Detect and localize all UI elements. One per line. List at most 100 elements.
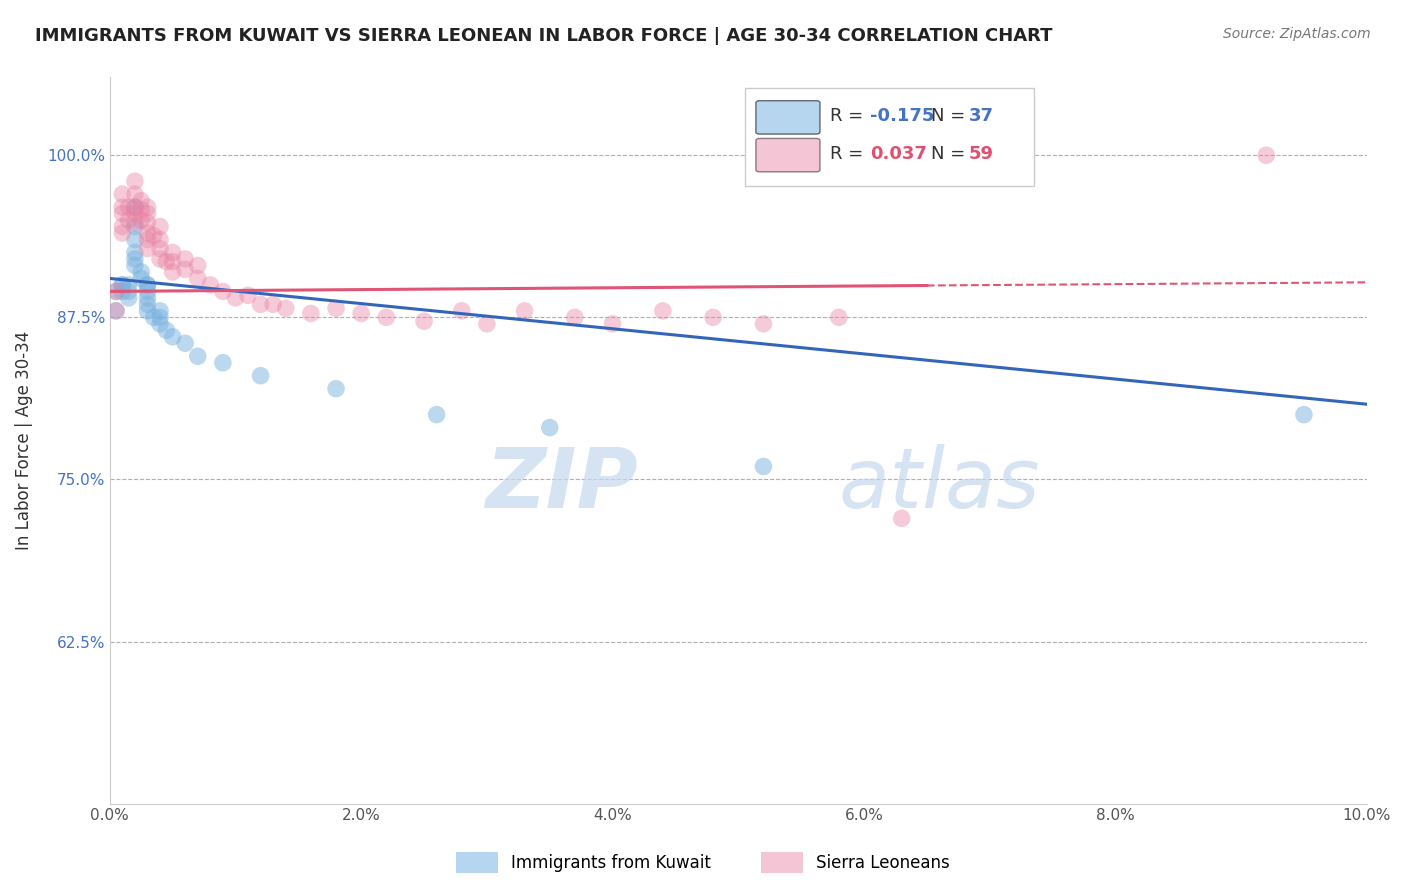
Point — [187, 259, 209, 273]
Point — [136, 216, 159, 230]
Point — [124, 252, 146, 266]
Point — [105, 303, 128, 318]
Point — [136, 285, 159, 299]
Point — [136, 303, 159, 318]
Point — [413, 314, 436, 328]
Text: -0.175: -0.175 — [870, 107, 935, 125]
FancyBboxPatch shape — [745, 88, 1033, 186]
Text: N =: N = — [931, 145, 970, 162]
Point — [200, 277, 222, 292]
Point — [149, 252, 172, 266]
Point — [224, 291, 246, 305]
Point — [513, 303, 536, 318]
Point — [174, 262, 197, 277]
Text: IMMIGRANTS FROM KUWAIT VS SIERRA LEONEAN IN LABOR FORCE | AGE 30-34 CORRELATION : IMMIGRANTS FROM KUWAIT VS SIERRA LEONEAN… — [35, 27, 1053, 45]
Point — [187, 271, 209, 285]
Point — [174, 252, 197, 266]
Point — [249, 297, 271, 311]
Point — [111, 219, 134, 234]
Point — [111, 206, 134, 220]
Point — [149, 303, 172, 318]
Point — [142, 228, 165, 243]
Text: 59: 59 — [969, 145, 993, 162]
Point — [136, 233, 159, 247]
Text: atlas: atlas — [839, 443, 1040, 524]
Text: ZIP: ZIP — [485, 443, 638, 524]
Point — [124, 245, 146, 260]
Point — [124, 259, 146, 273]
Point — [236, 288, 259, 302]
Point — [299, 306, 322, 320]
Point — [129, 202, 152, 217]
Point — [174, 336, 197, 351]
Point — [212, 285, 235, 299]
Point — [1256, 148, 1278, 162]
Point — [136, 277, 159, 292]
Point — [155, 323, 177, 337]
Point — [117, 277, 139, 292]
Text: Source: ZipAtlas.com: Source: ZipAtlas.com — [1223, 27, 1371, 41]
Point — [274, 301, 297, 316]
Point — [129, 265, 152, 279]
Point — [129, 194, 152, 208]
Point — [111, 277, 134, 292]
Point — [325, 301, 347, 316]
Point — [136, 277, 159, 292]
Point — [129, 271, 152, 285]
Text: R =: R = — [830, 145, 869, 162]
Point — [149, 242, 172, 256]
Point — [162, 265, 184, 279]
Point — [828, 310, 851, 325]
Point — [162, 330, 184, 344]
Point — [136, 242, 159, 256]
Point — [124, 174, 146, 188]
Point — [124, 219, 146, 234]
Point — [129, 213, 152, 227]
Point — [262, 297, 284, 311]
Y-axis label: In Labor Force | Age 30-34: In Labor Force | Age 30-34 — [15, 331, 32, 550]
Point — [149, 310, 172, 325]
Point — [651, 303, 673, 318]
Point — [475, 317, 498, 331]
Point — [124, 187, 146, 202]
Point — [350, 306, 373, 320]
Point — [111, 285, 134, 299]
Point — [426, 408, 449, 422]
Legend: Immigrants from Kuwait, Sierra Leoneans: Immigrants from Kuwait, Sierra Leoneans — [450, 846, 956, 880]
Point — [249, 368, 271, 383]
Point — [136, 206, 159, 220]
Point — [136, 200, 159, 214]
Text: 37: 37 — [969, 107, 993, 125]
Point — [124, 200, 146, 214]
Text: N =: N = — [931, 107, 970, 125]
Point — [162, 254, 184, 268]
Point — [105, 285, 128, 299]
Point — [111, 200, 134, 214]
Point — [136, 297, 159, 311]
Point — [602, 317, 624, 331]
Point — [149, 317, 172, 331]
Point — [124, 206, 146, 220]
Point — [117, 200, 139, 214]
Point — [1292, 408, 1315, 422]
Point — [149, 233, 172, 247]
Point — [752, 459, 775, 474]
Point — [105, 303, 128, 318]
Point — [702, 310, 724, 325]
Point — [325, 382, 347, 396]
Point — [117, 285, 139, 299]
FancyBboxPatch shape — [756, 101, 820, 134]
Point — [117, 291, 139, 305]
Point — [111, 277, 134, 292]
Point — [149, 219, 172, 234]
Text: 0.037: 0.037 — [870, 145, 927, 162]
Point — [890, 511, 912, 525]
Point — [155, 254, 177, 268]
Point — [111, 226, 134, 240]
Point — [136, 226, 159, 240]
Point — [136, 291, 159, 305]
Point — [538, 420, 561, 434]
Point — [212, 356, 235, 370]
Point — [124, 216, 146, 230]
Point — [117, 213, 139, 227]
